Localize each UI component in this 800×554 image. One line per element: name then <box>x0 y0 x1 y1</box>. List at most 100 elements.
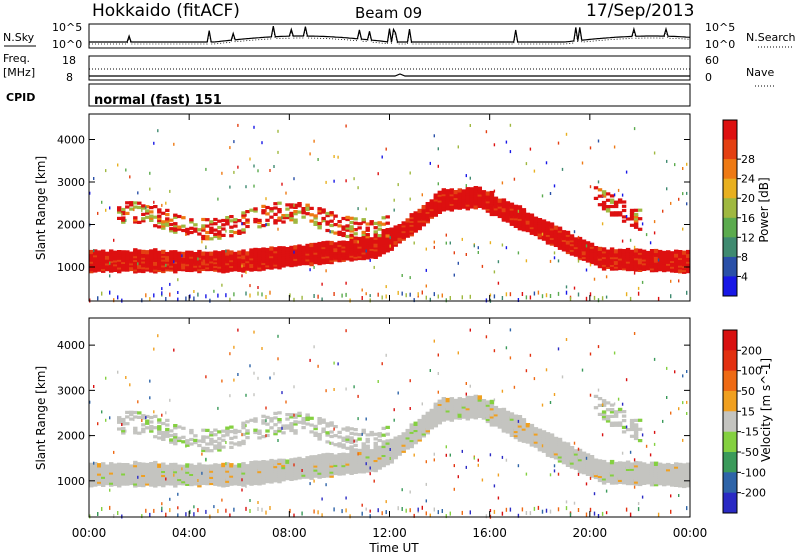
velocity-cell <box>197 439 202 443</box>
power-cell <box>121 218 126 222</box>
velocity-speck <box>285 400 287 404</box>
power-speck <box>565 285 568 289</box>
power-speck <box>237 123 239 127</box>
velocity-cell <box>369 449 374 454</box>
velocity-cell <box>169 462 174 468</box>
power-cell <box>189 218 194 222</box>
power-speck <box>682 192 684 196</box>
velocity-cell <box>125 463 130 468</box>
velocity-cell <box>465 395 471 401</box>
power-speck <box>429 161 431 165</box>
date-title: 17/Sep/2013 <box>586 1 694 21</box>
velocity-speck <box>333 507 335 512</box>
power-cell <box>165 251 170 257</box>
power-cell <box>209 237 214 241</box>
velocity-cell <box>285 413 290 417</box>
power-cell <box>601 247 607 252</box>
power-cell <box>662 250 667 255</box>
power-speck <box>413 298 415 303</box>
power-cell <box>157 216 162 220</box>
velocity-cell <box>353 448 358 452</box>
velocity-cell <box>601 399 607 403</box>
power-speck <box>369 298 371 303</box>
velocity-speck <box>413 513 415 518</box>
power-cell <box>345 241 350 246</box>
velocity-cell <box>662 463 667 468</box>
power-speck <box>165 263 167 267</box>
power-cell <box>233 224 238 228</box>
velocity-speck <box>89 514 91 519</box>
velocity-cell <box>189 463 194 468</box>
power-speck <box>101 200 103 204</box>
colorbar-segment <box>723 411 737 433</box>
velocity-speck <box>621 402 624 406</box>
power-speck <box>129 175 131 179</box>
power-speck <box>257 169 259 173</box>
velocity-cell <box>293 415 298 419</box>
velocity-speck <box>657 512 660 517</box>
power-cell <box>257 220 262 225</box>
velocity-speck <box>241 433 243 437</box>
power-cell <box>425 202 431 207</box>
velocity-speck <box>229 352 231 356</box>
power-cell <box>129 203 134 207</box>
velocity-speck <box>465 465 467 469</box>
power-cell <box>377 227 382 231</box>
power-speck <box>641 280 644 284</box>
power-cell <box>385 215 390 219</box>
colorbar-segment <box>723 139 737 160</box>
velocity-speck <box>177 492 179 496</box>
power-speck <box>121 212 123 216</box>
power-cell <box>133 218 138 222</box>
velocity-cell <box>317 435 322 439</box>
velocity-speck <box>493 398 496 402</box>
power-speck <box>377 292 379 297</box>
velocity-speck <box>461 449 463 453</box>
velocity-cell <box>169 429 174 433</box>
velocity-cell <box>337 435 342 439</box>
velocity-cell <box>373 446 378 450</box>
power-cell <box>245 210 250 214</box>
velocity-speck <box>493 349 496 353</box>
velocity-cell <box>289 413 294 417</box>
power-speck <box>621 239 624 243</box>
velocity-speck <box>193 505 195 509</box>
velocity-cell <box>629 423 635 427</box>
power-cell <box>133 248 138 253</box>
velocity-cell <box>641 462 647 467</box>
velocity-speck <box>577 447 580 451</box>
power-speck <box>517 209 520 213</box>
velocity-speck <box>633 485 636 489</box>
power-cell <box>145 205 150 209</box>
power-speck <box>633 271 636 275</box>
power-cell <box>97 250 102 255</box>
velocity-cell <box>329 423 334 427</box>
power-cell <box>157 225 162 229</box>
power-cell <box>381 222 386 226</box>
power-cell <box>293 210 298 214</box>
velocity-speck <box>165 477 167 481</box>
power-cell <box>613 200 619 204</box>
velocity-cell <box>489 399 495 405</box>
power-cell <box>241 213 246 217</box>
velocity-cell <box>601 412 607 416</box>
velocity-speck <box>601 511 604 516</box>
power-speck <box>549 294 552 298</box>
power-cell <box>157 218 162 223</box>
power-cell <box>197 232 202 236</box>
velocity-cell <box>253 430 258 435</box>
power-cell <box>221 250 226 255</box>
velocity-speck <box>125 376 127 379</box>
velocity-cell <box>301 458 306 463</box>
velocity-cell <box>581 451 587 456</box>
power-cell <box>449 188 455 193</box>
velocity-speck <box>401 507 403 511</box>
velocity-cell <box>205 435 210 439</box>
velocity-cell <box>337 444 342 448</box>
velocity-cell <box>617 410 623 414</box>
power-speck <box>525 259 528 263</box>
velocity-cell <box>501 407 507 413</box>
power-speck <box>465 174 467 178</box>
velocity-cell <box>173 462 178 468</box>
